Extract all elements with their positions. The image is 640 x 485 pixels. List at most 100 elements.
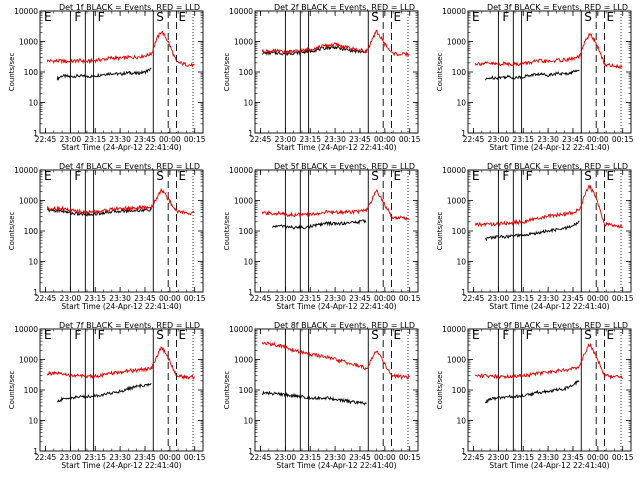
region-label: F — [502, 169, 509, 183]
y-tick-label: 100 — [24, 227, 39, 236]
y-tick-label: 1 — [248, 447, 253, 456]
panel-title: Det 3f BLACK = Events, RED = LLD — [487, 3, 628, 12]
plot-frame — [39, 10, 204, 134]
region-label: E — [393, 10, 401, 24]
y-tick-label: 10 — [28, 99, 38, 108]
region-label: E — [606, 10, 614, 24]
x-tick-label: 23:15 — [84, 135, 106, 144]
panel-2: Det 2f BLACK = Events, RED = LLD Counts/s… — [223, 3, 421, 152]
y-tick-label: 10 — [28, 417, 38, 426]
x-tick-label: 23:30 — [324, 135, 346, 144]
y-tick-label: 10 — [456, 417, 466, 426]
x-tick-label: 00:15 — [612, 135, 634, 144]
region-label: S — [156, 169, 164, 183]
x-tick-label: 00:00 — [159, 453, 181, 462]
region-label: F — [98, 328, 105, 342]
x-axis-label: Start Time (24-Apr-12 22:41:40) — [489, 143, 609, 152]
lld-series-line — [474, 32, 623, 69]
y-tick-label: 100 — [24, 386, 39, 395]
events-series-line — [261, 390, 367, 406]
y-tick-label: 100 — [452, 227, 467, 236]
y-tick-label: 1 — [33, 447, 38, 456]
y-axis-label: Counts/sec — [436, 53, 444, 92]
region-label: F — [502, 328, 509, 342]
region-label: E — [393, 169, 401, 183]
plot-frame — [39, 169, 204, 293]
region-label: E — [472, 169, 480, 183]
x-tick-label: 23:45 — [562, 294, 584, 303]
x-tick-label: 23:30 — [109, 294, 131, 303]
plot-frame — [39, 328, 204, 452]
panel-title: Det 1f BLACK = Events, RED = LLD — [59, 3, 200, 12]
panel-8: Det 8f BLACK = Events, RED = LLD Counts/s… — [223, 321, 421, 470]
x-tick-label: 00:00 — [587, 294, 609, 303]
x-tick-label: 22:45 — [35, 294, 57, 303]
x-axis-label: Start Time (24-Apr-12 22:41:40) — [489, 461, 609, 470]
panel-title: Det 7f BLACK = Events, RED = LLD — [59, 321, 200, 330]
x-tick-label: 00:00 — [587, 135, 609, 144]
x-tick-label: 23:15 — [299, 453, 321, 462]
region-label: F — [526, 328, 533, 342]
y-axis-label: Counts/sec — [8, 371, 16, 410]
region-label: F — [98, 10, 105, 24]
x-tick-label: 22:45 — [463, 453, 485, 462]
x-tick-label: 00:15 — [399, 453, 421, 462]
region-label: E — [606, 169, 614, 183]
panel-4: Det 4f BLACK = Events, RED = LLD Counts/s… — [8, 162, 206, 311]
x-tick-label: 00:00 — [374, 294, 396, 303]
region-label: S — [156, 10, 164, 24]
y-tick-label: 1000 — [19, 356, 38, 365]
panel-title: Det 8f BLACK = Events, RED = LLD — [274, 321, 415, 330]
x-tick-label: 22:45 — [35, 135, 57, 144]
x-tick-label: 23:00 — [60, 294, 82, 303]
x-tick-label: 23:00 — [60, 453, 82, 462]
y-tick-label: 10000 — [442, 7, 466, 16]
x-tick-label: 23:45 — [134, 453, 156, 462]
x-tick-label: 22:45 — [463, 294, 485, 303]
y-tick-label: 10000 — [229, 325, 253, 334]
y-tick-label: 10 — [243, 99, 253, 108]
panel-9: Det 9f BLACK = Events, RED = LLD Counts/s… — [436, 321, 634, 470]
y-axis-label: Counts/sec — [223, 212, 231, 251]
x-tick-label: 23:30 — [537, 135, 559, 144]
x-tick-label: 00:00 — [374, 453, 396, 462]
region-label: E — [178, 328, 186, 342]
y-tick-label: 1 — [248, 129, 253, 138]
lld-series-line — [261, 29, 410, 57]
x-tick-label: 23:00 — [488, 135, 510, 144]
x-tick-label: 00:15 — [612, 453, 634, 462]
x-tick-label: 23:45 — [562, 453, 584, 462]
x-tick-label: 23:00 — [275, 453, 297, 462]
y-tick-label: 10000 — [14, 7, 38, 16]
region-label: E — [472, 328, 480, 342]
x-tick-label: 00:15 — [612, 294, 634, 303]
x-tick-label: 22:45 — [250, 135, 272, 144]
events-series-line — [47, 206, 152, 217]
x-tick-label: 22:45 — [250, 294, 272, 303]
x-tick-label: 23:45 — [562, 135, 584, 144]
region-label: E — [178, 10, 186, 24]
y-axis-label: Counts/sec — [223, 371, 231, 410]
x-tick-label: 23:00 — [488, 453, 510, 462]
x-tick-label: 00:15 — [184, 453, 206, 462]
y-axis-label: Counts/sec — [436, 212, 444, 251]
lld-series-line — [46, 30, 195, 67]
plot-frame — [467, 328, 632, 452]
y-tick-label: 1 — [461, 447, 466, 456]
events-series-line — [271, 219, 367, 230]
y-tick-label: 100 — [452, 68, 467, 77]
x-tick-label: 23:45 — [349, 135, 371, 144]
y-tick-label: 100 — [239, 227, 254, 236]
region-label: S — [371, 10, 379, 24]
x-tick-label: 23:45 — [134, 135, 156, 144]
x-tick-label: 23:00 — [275, 135, 297, 144]
y-tick-label: 1000 — [447, 356, 466, 365]
y-tick-label: 100 — [239, 386, 254, 395]
region-label: F — [526, 10, 533, 24]
region-label: F — [502, 10, 509, 24]
x-tick-label: 23:00 — [488, 294, 510, 303]
y-tick-label: 10000 — [229, 166, 253, 175]
y-tick-label: 10000 — [229, 7, 253, 16]
x-tick-label: 23:00 — [275, 294, 297, 303]
